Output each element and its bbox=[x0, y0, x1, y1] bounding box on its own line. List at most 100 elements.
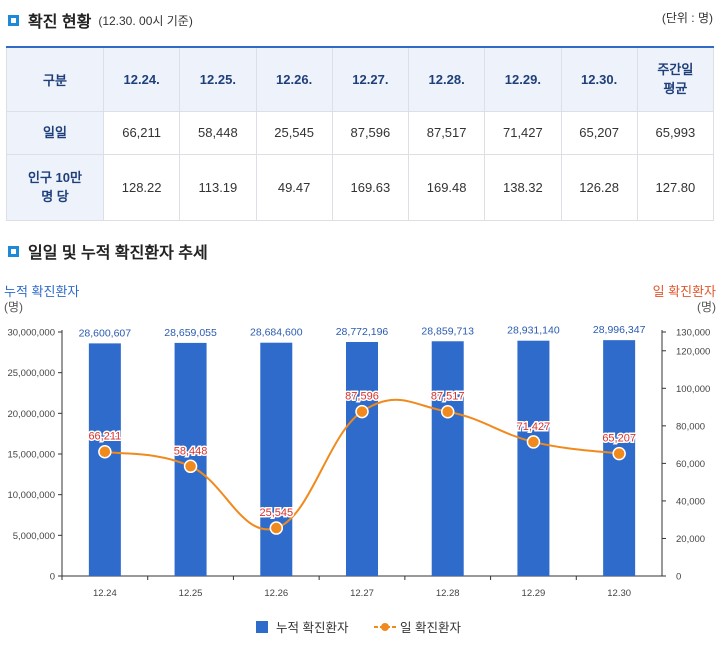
line-value-label: 58,448 bbox=[174, 445, 208, 457]
line-point bbox=[355, 404, 369, 419]
section-title: 확진 현황 bbox=[28, 14, 92, 31]
square-bullet-icon bbox=[8, 245, 19, 257]
line-point bbox=[612, 446, 626, 461]
bar-value-label: 28,600,607 bbox=[79, 327, 132, 339]
right-tick-label: 130,000 bbox=[676, 328, 710, 339]
left-axis-title: 누적 확진환자 bbox=[4, 284, 79, 299]
right-tick-label: 120,000 bbox=[676, 346, 710, 357]
unit-label: (단위 : 명) bbox=[661, 11, 713, 25]
header-cell: 12.29. bbox=[484, 46, 562, 112]
line-value-label: 66,211 bbox=[88, 431, 121, 443]
x-tick-label: 12.29 bbox=[522, 588, 546, 599]
left-tick-label: 20,000,000 bbox=[7, 409, 55, 420]
left-tick-label: 25,000,000 bbox=[7, 368, 55, 379]
header-cell: 12.26. bbox=[255, 46, 333, 112]
x-tick-label: 12.30 bbox=[607, 588, 631, 599]
legend-line-marker bbox=[381, 623, 389, 631]
table-cell: 87,517 bbox=[407, 110, 486, 155]
left-tick-label: 15,000,000 bbox=[7, 450, 55, 461]
square-bullet-icon bbox=[8, 14, 19, 26]
bar bbox=[260, 342, 293, 576]
bar-value-label: 28,772,196 bbox=[336, 326, 389, 338]
table-cell: 66,211 bbox=[102, 110, 181, 155]
legend-bar-label: 누적 확진환자 bbox=[276, 621, 349, 635]
table-cell: 126.28 bbox=[560, 153, 638, 221]
bar-value-label: 28,859,713 bbox=[421, 325, 474, 337]
x-tick-label: 12.27 bbox=[350, 588, 374, 599]
bar bbox=[517, 340, 550, 576]
bar bbox=[346, 341, 378, 576]
table-cell: 65,207 bbox=[560, 110, 638, 155]
header-cell-text: 주간일 평균 bbox=[657, 61, 694, 97]
line-point bbox=[183, 459, 198, 474]
right-tick-label: 100,000 bbox=[676, 384, 710, 395]
trend-chart: 누적 확진환자 (명) 일 확진환자 (명) 0 5,000,000 10,000,000 1… bbox=[0, 282, 721, 657]
table-cell: 25,545 bbox=[255, 110, 333, 155]
right-axis-unit: (명) bbox=[697, 300, 716, 314]
table-cell: 71,427 bbox=[484, 110, 562, 155]
section-subtitle: (12.30. 00시 기준) bbox=[98, 13, 193, 28]
table-cell: 169.48 bbox=[407, 153, 486, 221]
right-tick-label: 60,000 bbox=[676, 459, 705, 470]
table-cell: 128.22 bbox=[102, 153, 181, 221]
bar bbox=[174, 342, 207, 576]
x-tick-label: 12.26 bbox=[264, 588, 288, 599]
section-title: 일일 및 누적 확진환자 추세 bbox=[28, 245, 208, 262]
bar bbox=[431, 341, 464, 576]
header-cell: 12.28. bbox=[407, 46, 486, 112]
right-tick-label: 80,000 bbox=[676, 421, 705, 432]
line-value-label: 87,517 bbox=[431, 391, 465, 403]
bar bbox=[88, 343, 121, 576]
table-cell: 138.32 bbox=[484, 153, 562, 221]
table-cell: 127.80 bbox=[636, 153, 715, 221]
table-cell: 169.63 bbox=[331, 153, 410, 221]
x-tick-label: 12.25 bbox=[179, 588, 203, 599]
line-point bbox=[440, 404, 455, 419]
table-header-row: 구분 12.24. 12.25. 12.26. 12.27. 12.28. 12… bbox=[6, 46, 715, 112]
line-point bbox=[526, 435, 541, 449]
bar-value-label: 28,931,140 bbox=[507, 325, 560, 337]
x-tick-label: 12.24 bbox=[93, 588, 117, 599]
table-row: 일일 66,211 58,448 25,545 87,596 87,517 71… bbox=[6, 110, 715, 155]
bar-value-label: 28,996,347 bbox=[593, 324, 646, 336]
left-tick-label: 0 bbox=[50, 572, 55, 583]
row-label: 인구 10만 명 당 bbox=[6, 153, 104, 221]
trend-chart-svg: 누적 확진환자(명)일 확진환자(명)05,000,00010,000,0001… bbox=[4, 284, 716, 635]
line-value-label: 71,427 bbox=[517, 421, 551, 433]
line-point bbox=[269, 521, 284, 535]
section-title-trend: 일일 및 누적 확진환자 추세 bbox=[8, 239, 208, 263]
legend-bar-swatch bbox=[256, 621, 268, 633]
left-tick-label: 30,000,000 bbox=[7, 328, 55, 339]
line-value-label: 65,207 bbox=[602, 433, 636, 445]
bar-value-label: 28,659,055 bbox=[164, 327, 217, 339]
right-tick-label: 20,000 bbox=[676, 534, 705, 545]
table-cell: 58,448 bbox=[179, 110, 257, 155]
legend-line-label: 일 확진환자 bbox=[400, 621, 461, 635]
line-value-label: 25,545 bbox=[259, 507, 293, 519]
header-cell: 구분 bbox=[6, 46, 104, 112]
right-tick-label: 40,000 bbox=[676, 496, 705, 507]
line-point bbox=[98, 444, 112, 459]
header-cell: 주간일 평균 bbox=[636, 46, 715, 112]
header-cell: 12.30. bbox=[560, 46, 638, 112]
row-label-text: 인구 10만 명 당 bbox=[28, 169, 82, 205]
header-cell: 12.24. bbox=[102, 46, 181, 112]
table-cell: 49.47 bbox=[255, 153, 333, 221]
status-table: 구분 12.24. 12.25. 12.26. 12.27. 12.28. 12… bbox=[6, 46, 715, 221]
left-tick-label: 5,000,000 bbox=[13, 531, 55, 542]
right-axis-title: 일 확진환자 bbox=[653, 284, 716, 299]
left-tick-label: 10,000,000 bbox=[7, 490, 55, 501]
section-title-status: 확진 현황 (12.30. 00시 기준) bbox=[8, 8, 193, 32]
table-row: 인구 10만 명 당 128.22 113.19 49.47 169.63 16… bbox=[6, 153, 715, 221]
x-tick-label: 12.28 bbox=[436, 588, 460, 599]
header-cell: 12.25. bbox=[179, 46, 257, 112]
left-axis-unit: (명) bbox=[4, 300, 23, 314]
table-cell: 65,993 bbox=[636, 110, 715, 155]
table-cell: 87,596 bbox=[331, 110, 410, 155]
header-cell: 12.27. bbox=[331, 46, 410, 112]
right-tick-label: 0 bbox=[676, 572, 681, 583]
table-cell: 113.19 bbox=[179, 153, 257, 221]
line-value-label: 87,596 bbox=[345, 391, 379, 403]
row-label: 일일 bbox=[6, 110, 104, 155]
bar-value-label: 28,684,600 bbox=[250, 327, 303, 339]
